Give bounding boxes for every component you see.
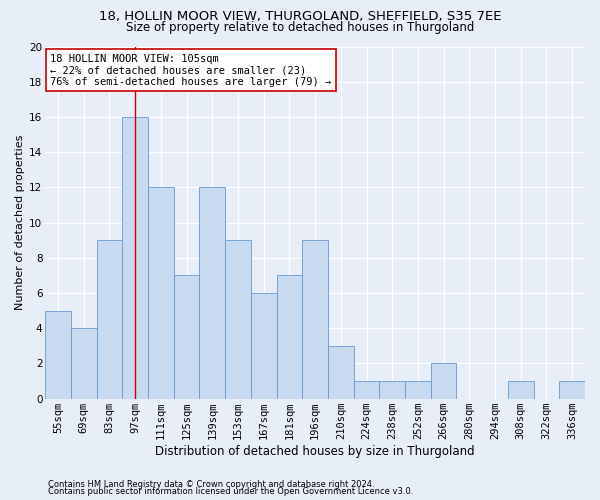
- Bar: [302, 240, 328, 398]
- Bar: [225, 240, 251, 398]
- Bar: [45, 310, 71, 398]
- Text: Size of property relative to detached houses in Thurgoland: Size of property relative to detached ho…: [126, 21, 474, 34]
- Bar: [353, 381, 379, 398]
- Y-axis label: Number of detached properties: Number of detached properties: [15, 135, 25, 310]
- Bar: [559, 381, 585, 398]
- Bar: [122, 117, 148, 398]
- Bar: [251, 293, 277, 399]
- Text: 18, HOLLIN MOOR VIEW, THURGOLAND, SHEFFIELD, S35 7EE: 18, HOLLIN MOOR VIEW, THURGOLAND, SHEFFI…: [99, 10, 501, 23]
- Bar: [379, 381, 405, 398]
- Bar: [174, 276, 199, 398]
- Bar: [431, 364, 457, 398]
- Bar: [328, 346, 353, 399]
- Bar: [405, 381, 431, 398]
- Text: 18 HOLLIN MOOR VIEW: 105sqm
← 22% of detached houses are smaller (23)
76% of sem: 18 HOLLIN MOOR VIEW: 105sqm ← 22% of det…: [50, 54, 332, 86]
- X-axis label: Distribution of detached houses by size in Thurgoland: Distribution of detached houses by size …: [155, 444, 475, 458]
- Text: Contains HM Land Registry data © Crown copyright and database right 2024.: Contains HM Land Registry data © Crown c…: [48, 480, 374, 489]
- Bar: [97, 240, 122, 398]
- Bar: [71, 328, 97, 398]
- Text: Contains public sector information licensed under the Open Government Licence v3: Contains public sector information licen…: [48, 488, 413, 496]
- Bar: [199, 188, 225, 398]
- Bar: [508, 381, 533, 398]
- Bar: [277, 276, 302, 398]
- Bar: [148, 188, 174, 398]
